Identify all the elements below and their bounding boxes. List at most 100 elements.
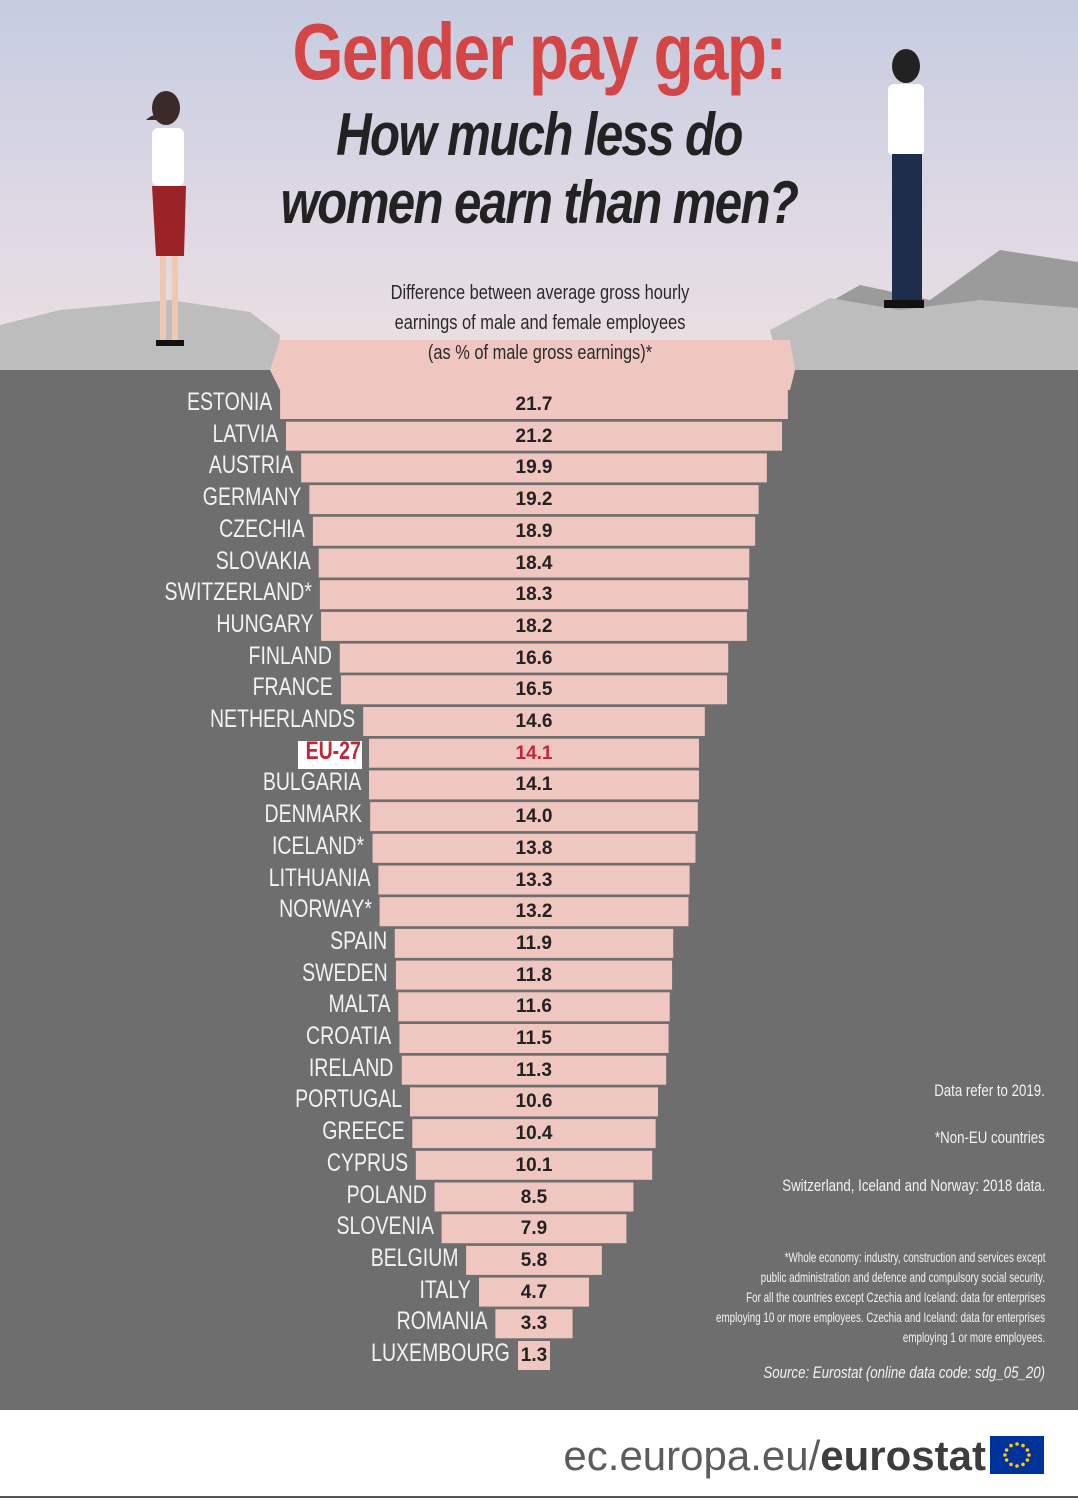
man-figure-icon: [884, 49, 924, 308]
category-label: SPAIN: [329, 926, 387, 955]
category-label: NORWAY*: [278, 895, 372, 924]
value-label: 14.6: [515, 711, 553, 732]
value-label: 11.6: [516, 996, 552, 1018]
note-non-eu: *Non-EU countries: [935, 1128, 1045, 1147]
bar-ireland: [401, 1055, 667, 1085]
bar-romania: [495, 1309, 573, 1339]
bar-hungary: [321, 611, 747, 641]
value-label: 16.6: [515, 647, 553, 669]
category-label: NETHERLANDS: [209, 705, 356, 733]
bar-germany: [309, 485, 759, 515]
bar-belgium: [466, 1245, 602, 1275]
value-label: 11.3: [516, 1059, 552, 1081]
value-label: 19.2: [515, 489, 553, 511]
footnote-line-3: For all the countries except Czechia and…: [745, 1289, 1045, 1305]
value-label: 13.3: [515, 869, 553, 891]
category-label: SWITZERLAND*: [164, 578, 312, 607]
chart-caption-line-3: (as % of male gross earnings)*: [427, 342, 653, 364]
bar-cyprus: [415, 1150, 653, 1180]
page-subtitle-line-1: How much less do: [336, 101, 743, 168]
bar-slovakia: [318, 548, 750, 578]
value-label: 10.4: [515, 1123, 553, 1145]
bar-finland: [339, 643, 729, 673]
category-label: CROATIA: [306, 1022, 392, 1050]
note-data-year: Data refer to 2019.: [934, 1081, 1045, 1100]
source-note: Source: Eurostat (online data code: sdg_…: [763, 1363, 1045, 1382]
value-label: 21.7: [515, 394, 553, 415]
category-label: LITHUANIA: [268, 863, 371, 892]
chart-caption-line-1: Difference between average gross hourly: [390, 282, 690, 304]
value-label: 18.4: [515, 552, 553, 574]
category-label: POLAND: [346, 1180, 427, 1209]
bar-greece: [412, 1119, 656, 1149]
category-label: HUNGARY: [215, 609, 314, 638]
value-label: 5.8: [520, 1249, 548, 1271]
value-label: 1.3: [520, 1345, 548, 1366]
note-2018-data: Switzerland, Iceland and Norway: 2018 da…: [781, 1176, 1045, 1195]
bar-switzerland: [319, 580, 749, 610]
bars-layer: [280, 390, 788, 1370]
bar-lithuania: [378, 865, 690, 895]
category-label: GREECE: [321, 1117, 405, 1146]
value-label: 11.5: [516, 1028, 552, 1049]
footnote-line-5: employing 1 or more employees.: [902, 1329, 1045, 1345]
value-label: 21.2: [515, 425, 553, 447]
chart-caption-line-2: earnings of male and female employees: [394, 312, 686, 334]
category-label: ROMANIA: [396, 1307, 488, 1336]
value-label: 8.5: [520, 1186, 548, 1208]
category-label: CYPRUS: [326, 1148, 408, 1177]
footnote-line-4: employing 10 or more employees. Czechia …: [715, 1309, 1045, 1325]
footnote-line-2: public administration and defence and co…: [760, 1269, 1045, 1285]
category-label: ITALY: [419, 1275, 472, 1304]
woman-figure-icon: [146, 91, 186, 346]
value-label: 13.2: [515, 901, 553, 923]
bar-denmark: [370, 802, 698, 832]
value-label: 4.7: [520, 1281, 548, 1303]
category-label: BELGIUM: [370, 1243, 459, 1272]
value-label: 14.1: [515, 742, 553, 764]
bar-malta: [398, 992, 670, 1022]
bar-spain: [394, 928, 674, 958]
value-label: 13.8: [515, 837, 553, 859]
bar-bulgaria: [369, 770, 699, 800]
category-label: SLOVAKIA: [215, 546, 311, 575]
category-label: FRANCE: [252, 673, 333, 702]
category-label: LATVIA: [212, 419, 278, 448]
category-label: GERMANY: [202, 483, 302, 512]
category-label: ICELAND*: [272, 831, 365, 860]
footer-brand: eurostat: [820, 1432, 986, 1479]
bar-portugal: [409, 1087, 659, 1117]
eu-flag-icon: [990, 1436, 1044, 1474]
footer-domain: ec.europa.eu/: [563, 1432, 821, 1479]
bar-sweden: [395, 960, 673, 990]
category-label: ESTONIA: [186, 388, 273, 416]
bar-latvia: [285, 421, 783, 451]
value-label: 19.9: [515, 457, 553, 479]
bar-austria: [301, 453, 767, 483]
footer-url[interactable]: ec.europa.eu/eurostat: [563, 1432, 986, 1480]
category-label: SWEDEN: [302, 958, 388, 987]
footnote-line-1: *Whole economy: industry, construction a…: [784, 1249, 1045, 1265]
value-label: 16.5: [515, 679, 553, 701]
category-label: LUXEMBOURG: [371, 1339, 510, 1367]
bar-czechia: [312, 516, 756, 546]
bar-italy: [479, 1277, 589, 1307]
category-label: FINLAND: [248, 641, 332, 670]
page-subtitle-line-2: women earn than men?: [280, 169, 799, 236]
bar-iceland: [372, 833, 696, 863]
bar-france: [340, 675, 728, 705]
bar-slovenia: [441, 1214, 627, 1244]
value-label: 14.1: [515, 774, 553, 796]
value-label: 3.3: [520, 1313, 548, 1335]
category-label: BULGARIA: [262, 768, 362, 797]
bar-croatia: [399, 1024, 669, 1053]
value-label: 18.9: [515, 520, 553, 542]
bar-norway: [379, 897, 689, 927]
value-label: 18.2: [515, 615, 553, 637]
category-label: IRELAND: [309, 1053, 394, 1082]
page-title: Gender pay gap:: [292, 7, 787, 96]
category-label: CZECHIA: [219, 514, 305, 543]
bar-luxembourg: [518, 1341, 550, 1370]
